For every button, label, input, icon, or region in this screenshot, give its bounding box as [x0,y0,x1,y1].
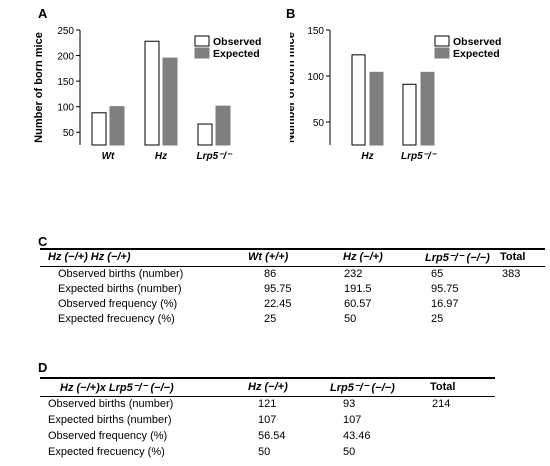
bar-expected [162,57,178,146]
x-tick-label: Lrp5⁻/⁻ [401,151,438,162]
table-c-cell: 25 [264,313,277,325]
table-c-header: Total [500,251,526,263]
table-d-cell: 107 [258,414,277,426]
table-rule [40,266,545,267]
table-d-cell: 121 [258,398,277,410]
table-d-header: Total [430,381,456,393]
y-tick-label: 100 [57,103,74,114]
table-d-cross: Hz (−/+)x Lrp5⁻/⁻ (−/−) [60,382,174,394]
table-rule [40,396,495,397]
table-c-row-label: Observed births (number) [58,268,184,280]
table-c-cell: 232 [344,268,363,280]
table-c-row-label: Observed frequency (%) [58,298,178,310]
y-tick-label: 200 [57,52,74,63]
table-c-cell: 86 [264,268,277,280]
table-c-cell: 191.5 [344,283,372,295]
table-c-header: Hz (−/+) [343,251,383,263]
table-c-cross: Hz (−/+) Hz (−/+) [48,251,131,263]
legend-swatch [434,47,450,59]
chart-a: 50 100 150 200 250 Number of born mice Wt Hz Lrp… [33,26,261,162]
x-tick-label: Lrp5⁻/⁻ [196,151,233,162]
legend-label: Expected [213,48,260,60]
table-c-cell: 383 [502,268,521,280]
bar-observed [197,123,213,146]
table-rule [40,377,495,379]
legend-label: Observed [213,36,261,48]
y-tick-label: 150 [307,26,324,37]
panel-a-letter: A [38,6,48,21]
y-tick-label: 100 [307,72,324,83]
y-axis-label: Number of born mice [290,32,297,143]
x-tick-label: Wt [102,151,115,162]
bar-observed [144,40,160,146]
table-c-header: Wt (+/+) [248,251,289,263]
table-d-cell: 107 [343,414,362,426]
table-c-cell: 60.57 [344,298,372,310]
table-d-row-label: Observed frequency (%) [48,430,168,442]
table-d-row-label: Observed births (number) [48,398,174,410]
table-c-cell: 50 [344,313,357,325]
panel-d-letter: D [38,360,48,375]
table-d-header: Lrp5⁻/⁻ (−/−) [330,382,395,394]
table-d-cell: 214 [432,398,451,410]
table-d-cell: 50 [343,446,356,458]
table-c-cell: 65 [431,268,444,280]
table-d-header: Hz (−/+) [248,381,288,393]
legend-label: Expected [453,48,500,60]
table-d-row-label: Expected frecuency (%) [48,446,165,458]
y-tick-label: 50 [63,128,75,139]
bar-observed [402,83,417,146]
table-c-header: Lrp5⁻/⁻ (−/−) [425,252,490,264]
table-d-cell: 50 [258,446,271,458]
bar-expected [420,71,435,146]
bar-expected [109,106,125,146]
table-c-row-label: Expected births (number) [58,283,182,295]
x-tick-label: Hz [155,151,167,162]
legend-swatch [194,47,210,59]
legend-label: Observed [453,36,501,48]
x-tick-label: Hz [361,151,373,162]
table-d-cell: 43.46 [343,430,371,442]
panel-c-letter: C [38,234,48,249]
table-c-row-label: Expected frecuency (%) [58,313,175,325]
table-c-cell: 22.45 [264,298,292,310]
y-tick-label: 50 [313,118,325,129]
table-rule [40,248,545,250]
legend-swatch [434,35,450,47]
table-c-cell: 25 [431,313,444,325]
bar-observed [351,54,366,146]
table-d-row-label: Expected births (number) [48,414,172,426]
y-axis-label: Number of born mice [33,32,45,143]
table-c-cell: 16.97 [431,298,459,310]
table-c-cell: 95.75 [264,283,292,295]
table-d-cell: 93 [343,398,356,410]
chart-b: 50 100 150 Number of born mice Hz Lrp5⁻/⁻ Obse… [290,26,501,162]
bar-observed [91,112,107,146]
table-d-cell: 56.54 [258,430,286,442]
panel-b-letter: B [286,6,296,21]
bar-expected [215,105,231,146]
bar-expected [369,71,384,146]
table-c-cell: 95.75 [431,283,459,295]
legend-swatch [194,35,210,47]
y-tick-label: 150 [57,77,74,88]
y-tick-label: 250 [57,26,74,37]
